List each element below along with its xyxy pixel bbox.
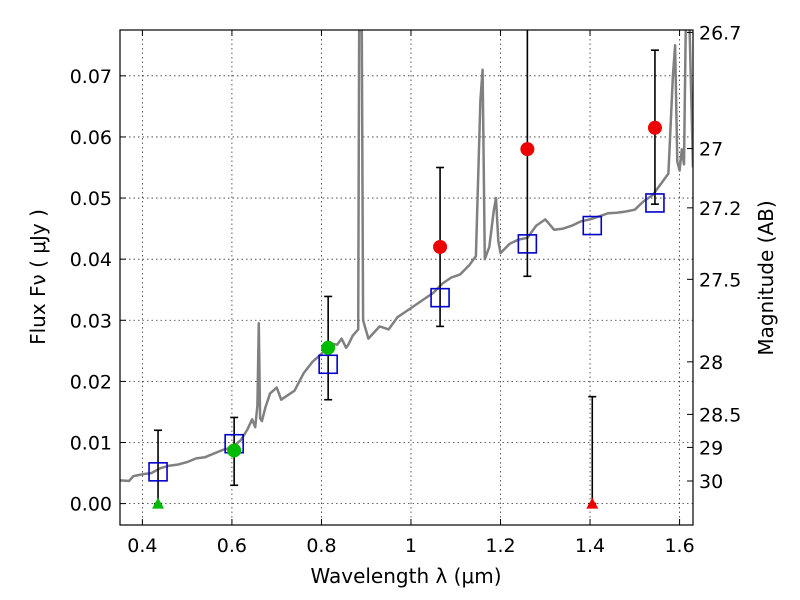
y-tick-label: 0.03 bbox=[70, 310, 112, 332]
green-detection-point bbox=[227, 443, 242, 458]
sed-layer bbox=[120, 30, 693, 483]
red-detection-point bbox=[433, 239, 448, 254]
y-tick-label: 0.07 bbox=[70, 66, 112, 88]
y-tick-label: 0.01 bbox=[70, 433, 112, 455]
x-axis-label: Wavelength λ (μm) bbox=[310, 564, 501, 588]
right-tick-label: 28.5 bbox=[699, 404, 741, 426]
y-tick-label: 0.06 bbox=[70, 127, 112, 149]
model-band-square bbox=[645, 193, 665, 213]
right-tick-label: 27 bbox=[699, 139, 723, 161]
grid-lines bbox=[120, 30, 693, 525]
red-detection-point bbox=[520, 142, 535, 157]
right-tick-label: 26.7 bbox=[699, 22, 741, 44]
right-tick-label: 30 bbox=[699, 471, 723, 493]
x-tick-label: 1.6 bbox=[664, 535, 694, 557]
right-tick-label: 27.5 bbox=[699, 269, 741, 291]
y-tick-label: 0.00 bbox=[70, 494, 112, 516]
model-band-square bbox=[318, 354, 338, 375]
green-upper-limit-marker bbox=[152, 497, 165, 509]
y-tick-label: 0.02 bbox=[70, 371, 112, 393]
green-detection-point bbox=[321, 340, 336, 355]
model-band-square bbox=[148, 462, 168, 482]
y-axis-label-right: Magnitude (AB) bbox=[754, 200, 778, 355]
y-axis-label: Flux Fν ( μJy ) bbox=[26, 209, 50, 345]
x-tick-label: 1.4 bbox=[575, 535, 605, 557]
x-tick-label: 1 bbox=[405, 535, 417, 557]
data-marks bbox=[148, 30, 665, 509]
y-tick-label: 0.04 bbox=[70, 249, 112, 271]
right-tick-label: 28 bbox=[699, 352, 723, 374]
axis-ticks: 0.4 0.6 0.8 1 1.2 1.4 1.6 0.00 0.01 0.02 0.03 0.04 0… bbox=[70, 22, 742, 557]
red-detection-point bbox=[647, 120, 662, 135]
x-tick-label: 0.6 bbox=[217, 535, 247, 557]
x-tick-label: 0.8 bbox=[306, 535, 336, 557]
y-tick-label: 0.05 bbox=[70, 188, 112, 210]
model-band-square bbox=[430, 287, 450, 308]
x-tick-label: 1.2 bbox=[485, 535, 515, 557]
model-band-square bbox=[517, 234, 538, 254]
right-tick-label: 29 bbox=[699, 437, 723, 459]
x-tick-label: 0.4 bbox=[127, 535, 157, 557]
red-upper-limit-marker bbox=[586, 497, 599, 509]
plot-frame bbox=[119, 29, 694, 526]
right-tick-label: 27.2 bbox=[699, 198, 741, 220]
sed-spectrum-line bbox=[120, 30, 693, 483]
model-band-square bbox=[582, 215, 603, 236]
